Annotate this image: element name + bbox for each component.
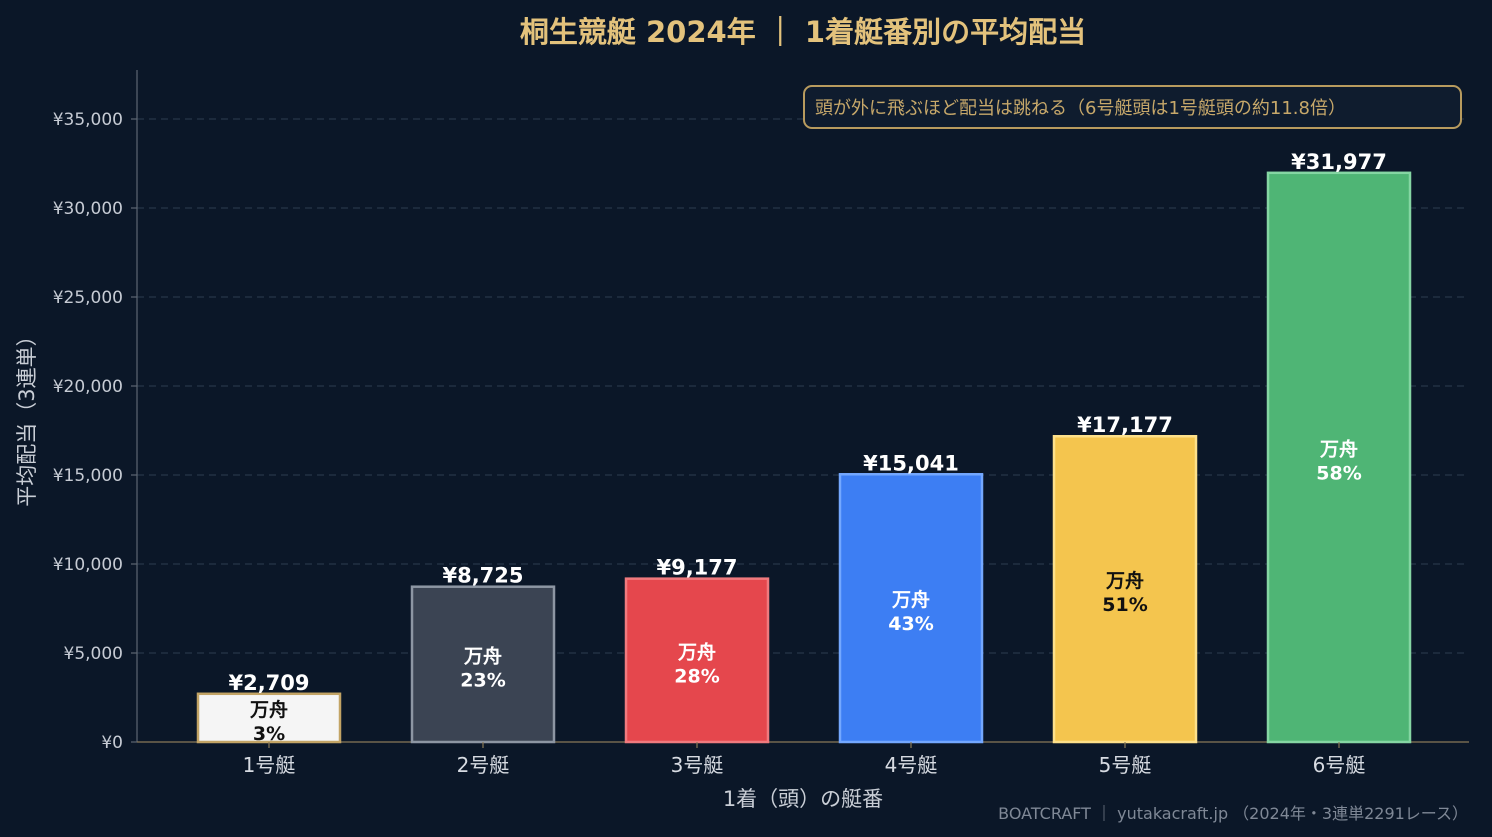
annotation-border xyxy=(803,85,1462,129)
y-tick-label: ¥5,000 xyxy=(64,644,123,664)
x-tick-label: 6号艇 xyxy=(1313,753,1366,777)
x-tick-label: 5号艇 xyxy=(1099,753,1152,777)
y-tick-label: ¥15,000 xyxy=(53,466,123,486)
y-tick-label: ¥20,000 xyxy=(53,377,123,397)
chart-title: 桐生競艇 2024年 ｜ 1着艇番別の平均配当 xyxy=(520,15,1086,49)
bar-value-label: ¥2,709 xyxy=(228,671,309,695)
footer-credit: BOATCRAFT ｜ yutakacraft.jp （2024年・3連単229… xyxy=(998,804,1468,823)
bar-value-label: ¥17,177 xyxy=(1077,413,1173,437)
bar-manshu-label: 万舟 xyxy=(249,698,288,721)
bar-manshu-label: 万舟 xyxy=(463,644,502,667)
x-tick-label: 1号艇 xyxy=(243,753,296,777)
gridlines xyxy=(137,118,1469,654)
y-tick-label: ¥10,000 xyxy=(53,555,123,575)
y-tick-label: ¥0 xyxy=(101,733,123,753)
bar-manshu-rate: 28% xyxy=(674,665,719,687)
bar-value-label: ¥15,041 xyxy=(863,451,959,475)
bar xyxy=(624,577,770,744)
bar-manshu-rate: 23% xyxy=(460,669,505,691)
annotation-box: 頭が外に飛ぶほど配当は跳ねる（6号艇頭は1号艇頭の約11.8倍） xyxy=(803,85,1462,129)
y-tick-label: ¥30,000 xyxy=(53,199,123,219)
bar xyxy=(838,473,984,744)
bar xyxy=(1266,171,1412,744)
x-tick-label: 4号艇 xyxy=(885,753,938,777)
y-axis-ticks: ¥0 ¥5,000 ¥10,000 ¥15,000 ¥20,000 ¥25,000 ¥30,… xyxy=(53,110,137,753)
y-axis-label: 平均配当（3連単） xyxy=(15,325,39,506)
bars: ¥2,709万舟3%¥8,725万舟23%¥9,177万舟28%¥15,041万… xyxy=(196,150,1412,745)
annotation-text: 頭が外に飛ぶほど配当は跳ねる（6号艇頭は1号艇頭の約11.8倍） xyxy=(815,98,1346,119)
bar-manshu-rate: 43% xyxy=(888,613,933,635)
x-axis-ticks: 1号艇 2号艇 3号艇 4号艇 5号艇 6号艇 xyxy=(243,742,1366,777)
y-tick-label: ¥35,000 xyxy=(53,110,123,130)
bar xyxy=(1052,434,1198,744)
x-tick-label: 2号艇 xyxy=(457,753,510,777)
y-tick-label: ¥25,000 xyxy=(53,288,123,308)
x-tick-label: 3号艇 xyxy=(671,753,724,777)
bar-manshu-label: 万舟 xyxy=(891,588,930,611)
bar-manshu-label: 万舟 xyxy=(1319,437,1358,460)
bar xyxy=(410,585,556,744)
bar-manshu-rate: 51% xyxy=(1102,594,1147,616)
bar-value-label: ¥8,725 xyxy=(442,564,523,588)
bar-value-label: ¥31,977 xyxy=(1291,150,1387,174)
x-axis-label: 1着（頭）の艇番 xyxy=(723,787,883,811)
bar-manshu-label: 万舟 xyxy=(677,640,716,663)
bar-manshu-rate: 58% xyxy=(1316,462,1361,484)
bar-value-label: ¥9,177 xyxy=(656,556,737,580)
bar-manshu-label: 万舟 xyxy=(1105,569,1144,592)
bar-manshu-rate: 3% xyxy=(253,723,285,745)
